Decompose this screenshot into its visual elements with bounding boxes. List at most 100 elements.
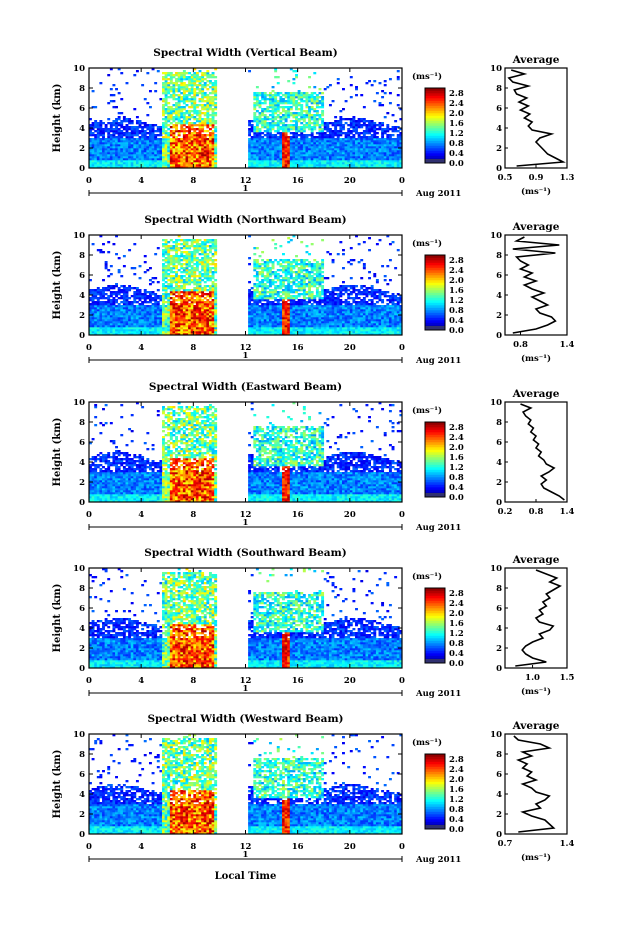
heatmap-cell: [264, 138, 267, 140]
heatmap-cell: [339, 150, 342, 152]
heatmap-cell: [141, 128, 144, 130]
heatmap-cell: [295, 76, 298, 78]
heatmap-cell: [123, 152, 126, 154]
heatmap-cell: [256, 162, 259, 164]
heatmap-cell: [131, 158, 134, 160]
heatmap-cell: [128, 142, 131, 144]
heatmap-cell: [188, 138, 191, 140]
heatmap-cell: [373, 142, 376, 144]
heatmap-cell: [386, 142, 389, 144]
heatmap-cell: [188, 321, 191, 323]
heatmap-cell: [92, 291, 95, 293]
heatmap-cell: [269, 94, 272, 96]
heatmap-cell: [259, 132, 262, 134]
heatmap-cell: [162, 118, 165, 120]
heatmap-cell: [282, 146, 285, 148]
heatmap-cell: [97, 150, 100, 152]
heatmap-cell: [313, 136, 316, 138]
heatmap-cell: [133, 325, 136, 327]
heatmap-cell: [287, 124, 290, 126]
heatmap-cell: [321, 156, 324, 158]
heatmap-cell: [188, 122, 191, 124]
heatmap-cell: [321, 118, 324, 120]
heatmap-cell: [110, 315, 113, 317]
heatmap-cell: [102, 140, 105, 142]
heatmap-cell: [272, 114, 275, 116]
heatmap-cell: [102, 329, 105, 331]
heatmap-cell: [97, 307, 100, 309]
heatmap-cell: [178, 76, 181, 78]
heatmap-cell: [172, 315, 175, 317]
heatmap-cell: [206, 118, 209, 120]
heatmap-cell: [120, 329, 123, 331]
heatmap-cell: [162, 293, 165, 295]
heatmap-cell: [149, 130, 152, 132]
heatmap-cell: [279, 100, 282, 102]
heatmap-cell: [392, 142, 395, 144]
heatmap-cell: [360, 154, 363, 156]
heatmap-cell: [144, 134, 147, 136]
heatmap-cell: [214, 241, 217, 243]
heatmap-cell: [159, 323, 162, 325]
heatmap-cell: [214, 249, 217, 251]
heatmap-cell: [193, 150, 196, 152]
heatmap-cell: [384, 154, 387, 156]
heatmap-cell: [389, 92, 392, 94]
heatmap-cell: [313, 122, 316, 124]
heatmap-cell: [102, 305, 105, 307]
heatmap-cell: [279, 144, 282, 146]
heatmap-cell: [204, 136, 207, 138]
heatmap-cell: [128, 164, 131, 166]
heatmap-cell: [144, 162, 147, 164]
heatmap-cell: [199, 275, 202, 277]
heatmap-cell: [97, 154, 100, 156]
heatmap-cell: [186, 271, 189, 273]
heatmap-cell: [342, 140, 345, 142]
heatmap-cell: [167, 164, 170, 166]
heatmap-cell: [128, 132, 131, 134]
heatmap-cell: [277, 124, 280, 126]
heatmap-cell: [183, 311, 186, 313]
heatmap-cell: [180, 130, 183, 132]
heatmap-cell: [277, 94, 280, 96]
heatmap-cell: [264, 130, 267, 132]
heatmap-cell: [162, 162, 165, 164]
heatmap-cell: [112, 162, 115, 164]
heatmap-cell: [256, 160, 259, 162]
heatmap-cell: [264, 291, 267, 293]
heatmap-cell: [199, 112, 202, 114]
heatmap-cell: [170, 281, 173, 283]
heatmap-cell: [199, 132, 202, 134]
heatmap-cell: [347, 156, 350, 158]
heatmap-cell: [277, 92, 280, 94]
heatmap-cell: [256, 285, 259, 287]
heatmap-cell: [305, 148, 308, 150]
heatmap-cell: [131, 130, 134, 132]
heatmap-cell: [214, 319, 217, 321]
heatmap-cell: [201, 265, 204, 267]
heatmap-cell: [274, 158, 277, 160]
heatmap-cell: [319, 154, 322, 156]
heatmap-cell: [193, 82, 196, 84]
heatmap-cell: [300, 94, 303, 96]
heatmap-cell: [303, 114, 306, 116]
heatmap-cell: [146, 146, 149, 148]
heatmap-cell: [180, 126, 183, 128]
heatmap-cell: [337, 148, 340, 150]
heatmap-cell: [188, 112, 191, 114]
colorbar-segment: [425, 113, 445, 116]
heatmap-cell: [352, 150, 355, 152]
heatmap-cell: [178, 291, 181, 293]
heatmap-cell: [321, 144, 324, 146]
heatmap-cell: [282, 158, 285, 160]
heatmap-cell: [188, 315, 191, 317]
heatmap-cell: [188, 283, 191, 285]
heatmap-cell: [384, 160, 387, 162]
heatmap-cell: [167, 74, 170, 76]
heatmap-cell: [282, 142, 285, 144]
heatmap-cell: [149, 267, 152, 269]
heatmap-cell: [261, 303, 264, 305]
heatmap-cell: [292, 116, 295, 118]
heatmap-cell: [131, 311, 134, 313]
heatmap-cell: [285, 110, 288, 112]
